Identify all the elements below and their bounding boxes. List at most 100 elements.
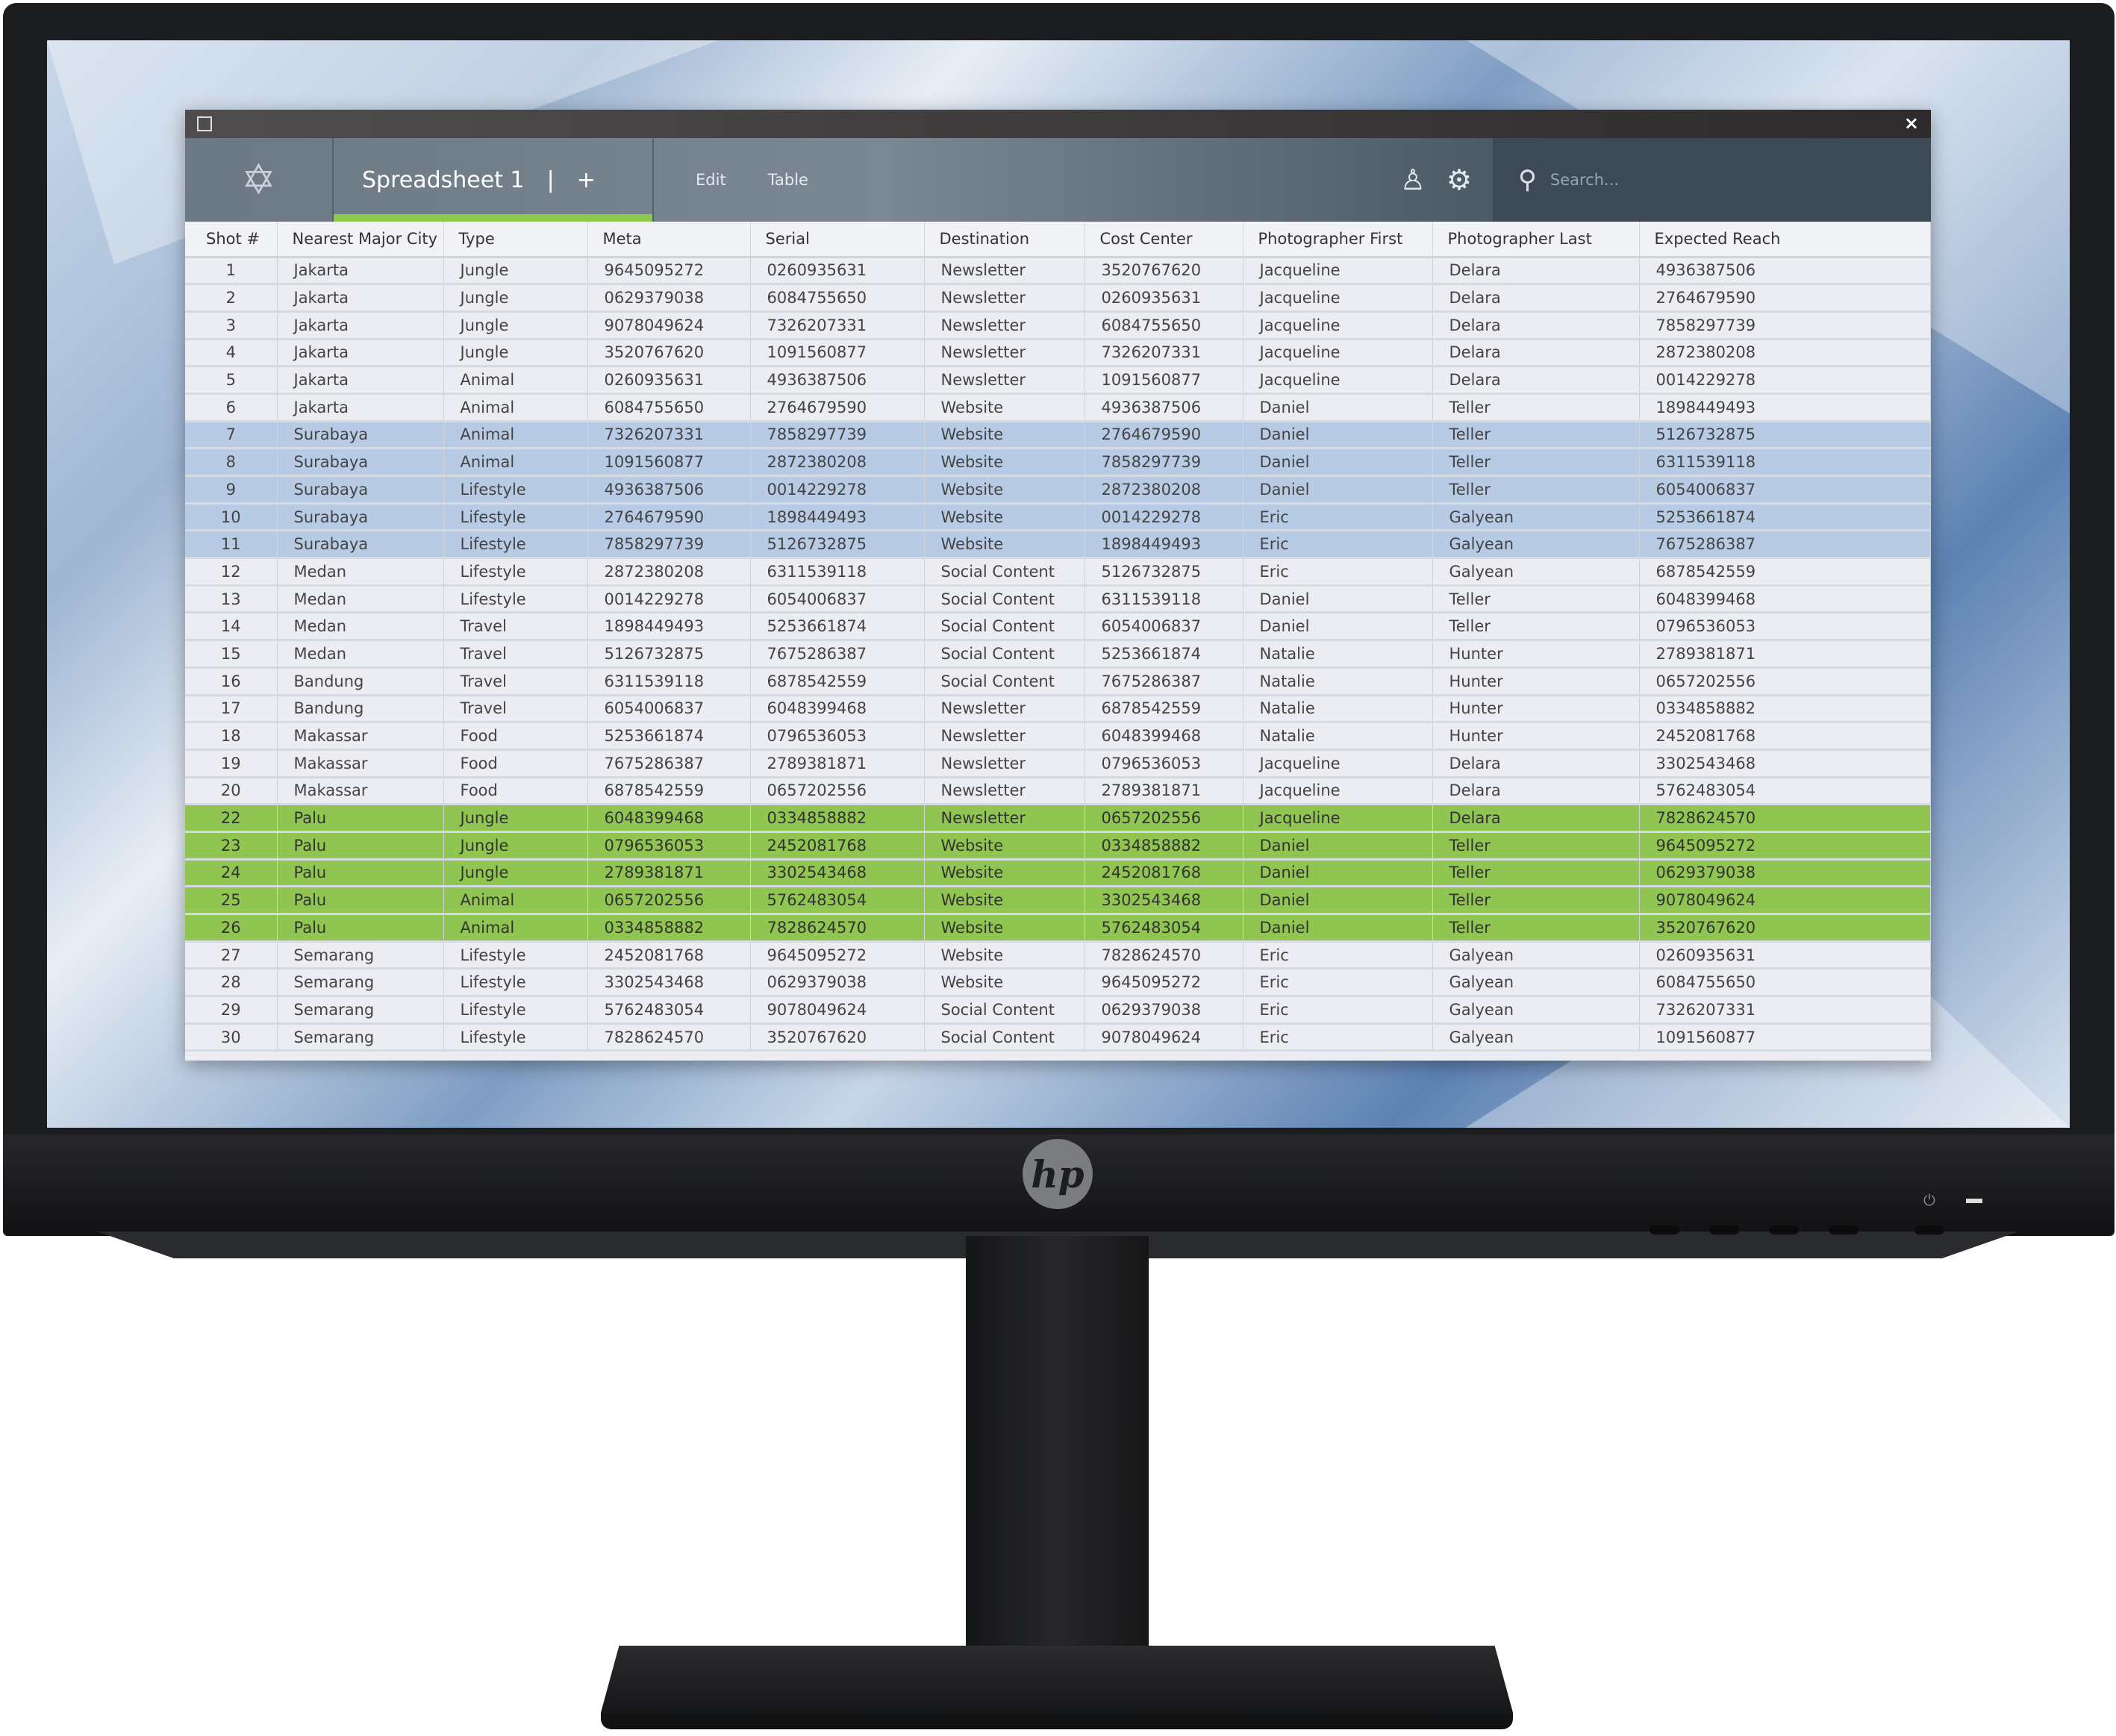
table-cell[interactable]: 0629379038 <box>1639 859 1931 888</box>
table-cell[interactable]: 0796536053 <box>750 722 925 751</box>
table-cell[interactable]: Palu <box>277 804 444 833</box>
table-cell[interactable]: Jakarta <box>277 311 444 340</box>
table-cell[interactable]: 6311539118 <box>1084 585 1243 614</box>
table-cell[interactable]: 5253661874 <box>1084 640 1243 669</box>
table-cell[interactable]: Eric <box>1243 1023 1433 1052</box>
table-cell[interactable]: Semarang <box>277 1023 444 1052</box>
table-cell[interactable]: Social Content <box>924 996 1085 1025</box>
table-row[interactable]: 29 Semarang Lifestyle 5762483054 9078049624 S… <box>185 996 1931 1025</box>
table-cell[interactable]: 0260935631 <box>587 366 751 395</box>
table-cell[interactable]: 26 <box>185 914 278 943</box>
table-row[interactable]: 16 Bandung Travel 6311539118 6878542559 Socia… <box>185 667 1931 696</box>
table-cell[interactable]: Newsletter <box>924 257 1085 286</box>
column-header[interactable]: Photographer Last <box>1432 222 1640 258</box>
table-row[interactable]: 13 Medan Lifestyle 0014229278 6054006837 Soci… <box>185 585 1931 614</box>
table-cell[interactable]: Lifestyle <box>443 475 588 505</box>
table-cell[interactable]: 2789381871 <box>750 749 925 778</box>
table-cell[interactable]: Bandung <box>277 695 444 724</box>
table-cell[interactable]: Eric <box>1243 996 1433 1025</box>
table-cell[interactable]: 6878542559 <box>1639 558 1931 587</box>
table-row[interactable]: 6 Jakarta Animal 6084755650 2764679590 Websit… <box>185 393 1931 422</box>
table-cell[interactable]: 6048399468 <box>1084 722 1243 751</box>
table-cell[interactable]: 1091560877 <box>1639 1023 1931 1052</box>
table-cell[interactable]: 9645095272 <box>587 257 751 286</box>
table-cell[interactable]: 7326207331 <box>750 311 925 340</box>
table-row[interactable]: 18 Makassar Food 5253661874 0796536053 Newsle… <box>185 722 1931 751</box>
table-cell[interactable]: Lifestyle <box>443 996 588 1025</box>
table-cell[interactable]: Delara <box>1432 749 1640 778</box>
column-header[interactable]: Shot # <box>185 222 278 258</box>
table-cell[interactable]: 5253661874 <box>750 612 925 642</box>
column-header[interactable]: Photographer First <box>1243 222 1433 258</box>
table-cell[interactable]: Surabaya <box>277 421 444 450</box>
monitor-button[interactable] <box>1769 1225 1799 1234</box>
monitor-button[interactable] <box>1829 1225 1858 1234</box>
table-cell[interactable]: Website <box>924 448 1085 477</box>
table-cell[interactable]: Jakarta <box>277 284 444 313</box>
table-cell[interactable]: 7675286387 <box>1639 530 1931 560</box>
table-cell[interactable]: Website <box>924 503 1085 532</box>
table-cell[interactable]: 3302543468 <box>750 859 925 888</box>
table-cell[interactable]: Jacqueline <box>1243 366 1433 395</box>
table-cell[interactable]: Surabaya <box>277 475 444 505</box>
table-cell[interactable]: Lifestyle <box>443 968 588 998</box>
table-row[interactable]: 11 Surabaya Lifestyle 7858297739 5126732875 W… <box>185 530 1931 560</box>
table-cell[interactable]: 5253661874 <box>587 722 751 751</box>
table-cell[interactable]: Food <box>443 777 588 806</box>
table-cell[interactable]: Newsletter <box>924 284 1085 313</box>
table-cell[interactable]: 0334858882 <box>587 914 751 943</box>
table-cell[interactable]: Website <box>924 393 1085 422</box>
table-cell[interactable]: Teller <box>1432 393 1640 422</box>
table-cell[interactable]: 7326207331 <box>587 421 751 450</box>
table-cell[interactable]: Jungle <box>443 311 588 340</box>
column-header[interactable]: Meta <box>587 222 751 258</box>
table-cell[interactable]: 3520767620 <box>1639 914 1931 943</box>
table-cell[interactable]: Lifestyle <box>443 1023 588 1052</box>
table-cell[interactable]: 5762483054 <box>1639 777 1931 806</box>
table-cell[interactable]: Daniel <box>1243 859 1433 888</box>
table-row[interactable]: 23 Palu Jungle 0796536053 2452081768 Website 0… <box>185 831 1931 861</box>
table-cell[interactable]: Eric <box>1243 530 1433 560</box>
table-cell[interactable]: Palu <box>277 859 444 888</box>
table-cell[interactable]: Animal <box>443 421 588 450</box>
table-cell[interactable]: 19 <box>185 749 278 778</box>
table-cell[interactable]: Medan <box>277 558 444 587</box>
table-cell[interactable]: 23 <box>185 831 278 861</box>
table-cell[interactable]: 22 <box>185 804 278 833</box>
table-cell[interactable]: 7858297739 <box>1084 448 1243 477</box>
table-cell[interactable]: 9078049624 <box>750 996 925 1025</box>
table-cell[interactable]: 1091560877 <box>587 448 751 477</box>
table-cell[interactable]: Food <box>443 722 588 751</box>
table-cell[interactable]: Makassar <box>277 749 444 778</box>
table-cell[interactable]: 0014229278 <box>1084 503 1243 532</box>
table-cell[interactable]: Website <box>924 886 1085 915</box>
table-cell[interactable]: Galyean <box>1432 941 1640 970</box>
table-cell[interactable]: Eric <box>1243 558 1433 587</box>
table-cell[interactable]: Website <box>924 475 1085 505</box>
table-row[interactable]: 19 Makassar Food 7675286387 2789381871 Newsle… <box>185 749 1931 778</box>
table-cell[interactable]: 9078049624 <box>587 311 751 340</box>
table-cell[interactable]: Newsletter <box>924 804 1085 833</box>
table-row[interactable]: 4 Jakarta Jungle 3520767620 1091560877 Newsle… <box>185 339 1931 368</box>
table-cell[interactable]: 2 <box>185 284 278 313</box>
table-cell[interactable]: Hunter <box>1432 722 1640 751</box>
table-cell[interactable]: 6054006837 <box>750 585 925 614</box>
table-cell[interactable]: 2872380208 <box>587 558 751 587</box>
table-cell[interactable]: Semarang <box>277 996 444 1025</box>
table-cell[interactable]: 2452081768 <box>750 831 925 861</box>
table-cell[interactable]: Travel <box>443 640 588 669</box>
table-cell[interactable]: Jungle <box>443 284 588 313</box>
table-row[interactable]: 1 Jakarta Jungle 9645095272 0260935631 Newsle… <box>185 257 1931 286</box>
table-cell[interactable]: Natalie <box>1243 640 1433 669</box>
table-cell[interactable]: 10 <box>185 503 278 532</box>
table-cell[interactable]: 2789381871 <box>1084 777 1243 806</box>
table-cell[interactable]: 6054006837 <box>587 695 751 724</box>
table-cell[interactable]: Natalie <box>1243 722 1433 751</box>
table-cell[interactable]: 0014229278 <box>587 585 751 614</box>
table-cell[interactable]: 13 <box>185 585 278 614</box>
table-cell[interactable]: 7858297739 <box>587 530 751 560</box>
table-cell[interactable]: Delara <box>1432 257 1640 286</box>
table-cell[interactable]: Medan <box>277 640 444 669</box>
table-cell[interactable]: 0657202556 <box>1084 804 1243 833</box>
table-cell[interactable]: 7858297739 <box>750 421 925 450</box>
